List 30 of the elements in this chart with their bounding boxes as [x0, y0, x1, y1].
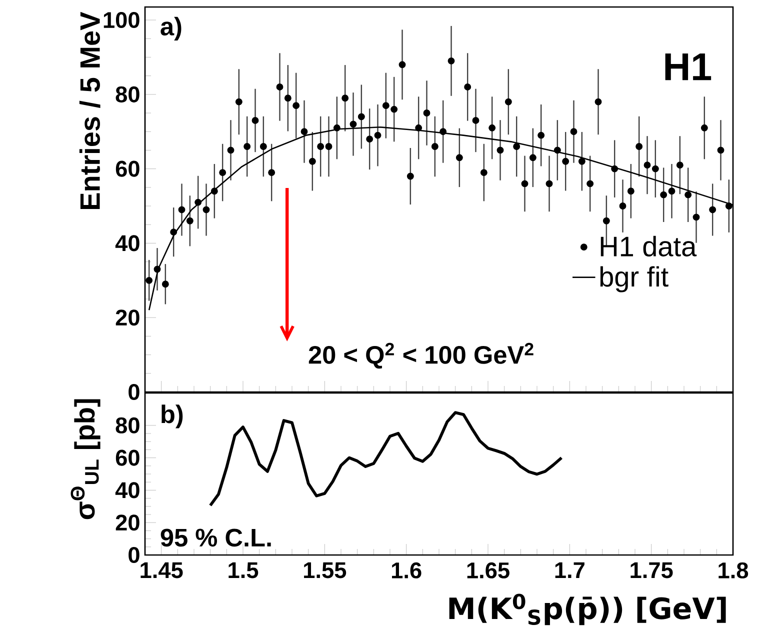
y-tick-label: 80	[116, 417, 140, 434]
annotation: b)	[162, 404, 183, 428]
y-tick-label: 20	[116, 514, 140, 531]
y-tick-label: 60	[116, 160, 140, 177]
y-axis-title: Entries / 5 MeV	[79, 12, 100, 210]
x-tick-label: 1.55	[304, 562, 346, 578]
y-tick-label: 80	[116, 86, 140, 102]
legend-label: H1 data	[600, 236, 697, 256]
x-tick-label: 1.75	[630, 562, 673, 578]
x-tick-label: 1.8	[718, 562, 748, 578]
y-tick-label: 0	[128, 384, 140, 400]
x-tick-label: 1.45	[140, 562, 183, 578]
y-tick-label: 40	[115, 482, 140, 498]
annotation: H1	[665, 53, 712, 80]
y-tick-label: 0	[128, 546, 140, 564]
x-tick-label: 1.5	[228, 562, 258, 578]
x-tick-label: 1.7	[555, 562, 584, 578]
x-tick-label: 1.65	[467, 562, 510, 578]
line-series	[208, 411, 563, 507]
annotation: a)	[160, 16, 182, 40]
annotation: 20 < Q$^{2}$ < 100 GeV$^{2}$	[308, 342, 534, 369]
y-tick-label: 100	[104, 12, 140, 28]
legend-label: bgr fit	[600, 266, 668, 292]
y-tick-label: 40	[115, 235, 140, 252]
annotation: 95 % C.L.	[160, 528, 271, 547]
y-axis-title: σ$^{Θ}$$_{UL}$ [pb]	[70, 399, 100, 520]
y-tick-label: 20	[116, 310, 140, 326]
x-axis-title: M(K$^{0}$$_{S}$p(p̄)) [GeV]	[449, 594, 726, 626]
y-tick-label: 60	[116, 450, 140, 466]
x-tick-label: 1.6	[392, 562, 422, 578]
